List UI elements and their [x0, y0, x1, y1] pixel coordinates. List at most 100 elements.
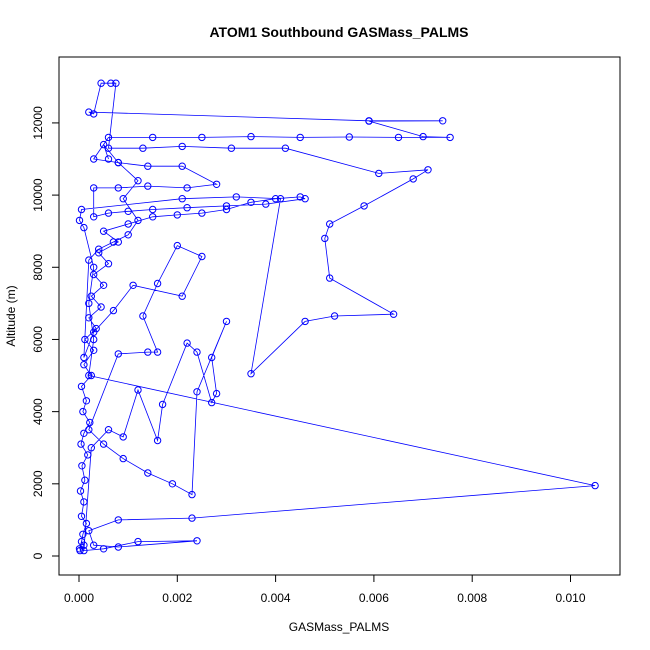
data-point [222, 205, 231, 214]
data-point [119, 433, 127, 441]
data-point [112, 79, 120, 87]
data-point [149, 205, 157, 214]
data-point [77, 205, 86, 214]
data-point [99, 440, 108, 448]
data-point [85, 371, 93, 380]
data-point [178, 162, 186, 170]
data-point [227, 144, 236, 152]
data-point [193, 537, 201, 545]
data-point [114, 543, 123, 551]
y-tick-label: 2000 [31, 470, 45, 497]
data-point [104, 260, 113, 268]
data-point [198, 133, 206, 142]
data-point [79, 407, 87, 416]
data-point [90, 184, 98, 192]
data-point [85, 426, 93, 434]
data-point [82, 397, 91, 405]
data-point [183, 339, 191, 347]
x-tick-label: 0.000 [64, 591, 94, 605]
data-point [90, 541, 98, 549]
data-point [90, 270, 98, 279]
data-point [193, 388, 201, 396]
data-point [301, 195, 309, 203]
data-point [76, 487, 85, 495]
x-tick-label: 0.004 [261, 591, 291, 605]
data-point [104, 133, 113, 142]
data-point [296, 193, 304, 201]
data-point [90, 110, 98, 118]
y-tick-label: 12000 [31, 106, 45, 140]
x-tick-label: 0.006 [359, 591, 389, 605]
data-point [104, 426, 113, 434]
data-point [90, 346, 98, 354]
data-point [124, 231, 132, 239]
data-point [85, 299, 93, 308]
data-point [90, 335, 98, 344]
data-point [99, 281, 108, 289]
data-point [87, 444, 96, 452]
data-point [139, 144, 147, 152]
data-point [77, 512, 86, 520]
data-point [394, 133, 403, 142]
data-point [296, 133, 304, 142]
data-point [85, 527, 93, 535]
data-point [80, 546, 88, 555]
data-point [114, 238, 123, 246]
y-tick-label: 0 [31, 552, 45, 559]
data-point [178, 292, 186, 300]
data-point [95, 249, 103, 257]
data-point [129, 281, 137, 289]
data-point [419, 132, 427, 141]
data-point [188, 514, 196, 522]
data-point [99, 545, 108, 553]
y-tick-label: 10000 [31, 178, 45, 212]
data-point [84, 451, 92, 459]
data-point [80, 223, 88, 232]
x-tick-label: 0.008 [457, 591, 487, 605]
data-point [85, 108, 93, 116]
data-point [119, 454, 127, 463]
data-point [149, 213, 157, 221]
data-point [212, 389, 221, 398]
data-point [81, 335, 89, 344]
data-point [446, 133, 454, 142]
data-point [144, 182, 152, 190]
data-point [193, 348, 201, 356]
data-point [183, 184, 191, 192]
data-point [178, 142, 186, 151]
data-point [86, 418, 94, 427]
data-point [178, 195, 186, 203]
data-point [276, 195, 285, 203]
y-axis: 0 2000 4000 6000 8000 10000 12000 [31, 106, 60, 559]
data-point [90, 213, 98, 221]
data-point [114, 184, 123, 192]
data-point [104, 144, 113, 152]
data-point [208, 398, 216, 407]
data-point [375, 169, 383, 178]
data-point [114, 158, 123, 167]
data-point [591, 481, 599, 490]
data-point [80, 361, 88, 369]
data-point [80, 429, 88, 437]
data-point [173, 241, 182, 250]
data-point [114, 350, 123, 358]
data-point [321, 234, 329, 243]
data-point [389, 310, 398, 318]
data-point [365, 117, 373, 125]
data-point [95, 245, 103, 253]
data-point [87, 371, 96, 380]
data-point [153, 436, 162, 445]
data-point [183, 204, 191, 212]
data-point [144, 469, 152, 477]
data-point [104, 209, 113, 217]
y-tick-label: 4000 [31, 398, 45, 425]
chart-title: ATOM1 Southbound GASMass_PALMS [209, 24, 468, 40]
data-point [75, 216, 84, 225]
x-tick-label: 0.002 [162, 591, 192, 605]
data-point [198, 209, 206, 217]
data-point [326, 274, 334, 282]
x-axis: 0.000 0.002 0.004 0.006 0.008 0.010 [64, 574, 586, 605]
data-point [99, 140, 108, 149]
series-layer [75, 79, 599, 555]
